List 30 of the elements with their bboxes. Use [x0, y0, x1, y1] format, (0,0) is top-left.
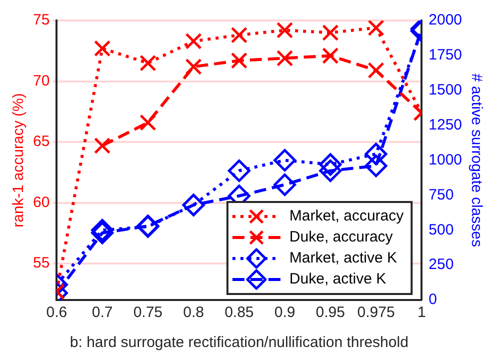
- y2-tick-label: 750: [428, 186, 454, 204]
- y2-tick-label: 1500: [428, 82, 462, 99]
- x-tick-label: 0.9: [274, 304, 296, 322]
- x-tick-label: 0.6: [46, 304, 68, 322]
- x-tick-label: 0.975: [357, 304, 395, 322]
- y2-tick-label: 0: [428, 291, 437, 308]
- y2-tick-label: 1750: [428, 46, 462, 64]
- y-tick-label: 75: [32, 12, 50, 29]
- x-tick-label: 0.75: [133, 304, 163, 322]
- legend-label: Market, accuracy: [289, 208, 404, 225]
- y2-tick-label: 250: [428, 256, 454, 274]
- x-axis-title: b: hard surrogate rectification/nullification threshold: [70, 334, 408, 352]
- x-tick-label: 0.85: [224, 304, 254, 322]
- y2-tick-label: 2000: [428, 12, 462, 29]
- legend-label: Duke, active K: [289, 270, 386, 288]
- legend-label: Market, active K: [289, 250, 397, 267]
- y2-tick-label: 500: [428, 221, 454, 238]
- legend-label: Duke, accuracy: [289, 228, 394, 246]
- y-axis-title: rank-1 accuracy (%): [10, 93, 28, 228]
- x-tick-label: 1: [417, 304, 426, 322]
- y-tick-label: 70: [32, 72, 50, 90]
- x-tick-label: 0.95: [316, 304, 345, 322]
- y-tick-label: 65: [32, 133, 50, 150]
- y-tick-label: 55: [32, 254, 50, 272]
- x-tick-label: 0.8: [183, 304, 204, 322]
- y-tick-label: 60: [32, 194, 50, 211]
- y2-tick-label: 1250: [428, 116, 462, 134]
- x-tick-label: 0.7: [92, 304, 113, 322]
- y2-axis-title: # active surrogate classes: [468, 74, 485, 247]
- y2-tick-label: 1000: [428, 151, 462, 168]
